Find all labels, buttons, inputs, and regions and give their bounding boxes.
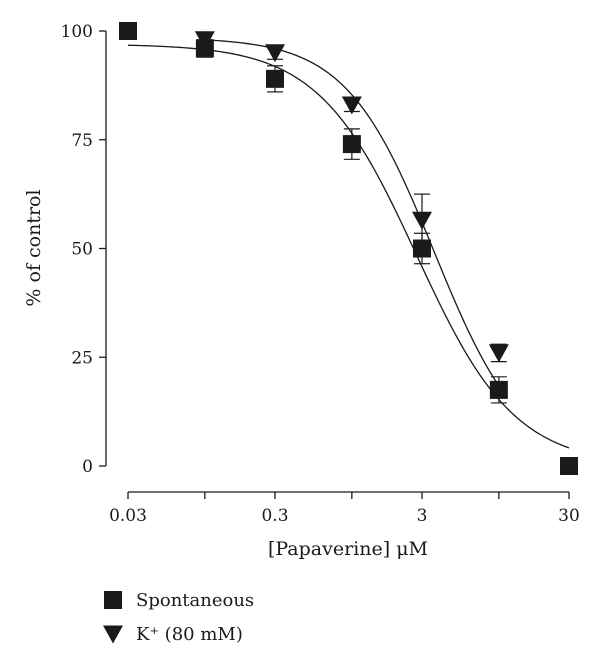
data-point-square [266,69,284,88]
data-points [119,22,578,475]
x-axis-title: [Papaverine] μM [268,538,428,560]
y-axis-title: % of control [23,189,45,306]
y-tick-label: 25 [71,348,93,368]
x-tick-label: 30 [558,506,580,526]
data-point-square [342,135,361,154]
fit-curve [204,39,500,387]
error-bars [196,32,507,404]
data-point-square [560,457,578,475]
data-point-square [413,239,431,258]
x-tick-label: 3 [417,506,428,526]
data-point-triangle [412,211,432,230]
data-point-triangle [341,96,362,115]
legend: Spontaneous K⁺ (80 mM) [103,590,254,645]
y-tick-label: 50 [71,240,93,260]
data-point-square [489,380,508,399]
y-tick-label: 75 [71,131,93,151]
axes: 0 25 50 75 100 0.03 0.3 3 30 [61,22,580,526]
x-tick-label: 0.03 [109,506,147,526]
y-tick-label: 100 [61,22,93,42]
data-point-triangle [488,344,509,363]
data-point-square [119,22,137,40]
data-point-triangle [265,44,285,63]
y-tick-label: 0 [82,457,93,477]
data-point-square [195,39,214,58]
legend-marker-triangle [103,625,123,644]
x-tick-label: 0.3 [261,506,288,526]
legend-label: K⁺ (80 mM) [136,624,243,645]
legend-label: Spontaneous [136,590,254,611]
legend-marker-square [104,591,122,609]
